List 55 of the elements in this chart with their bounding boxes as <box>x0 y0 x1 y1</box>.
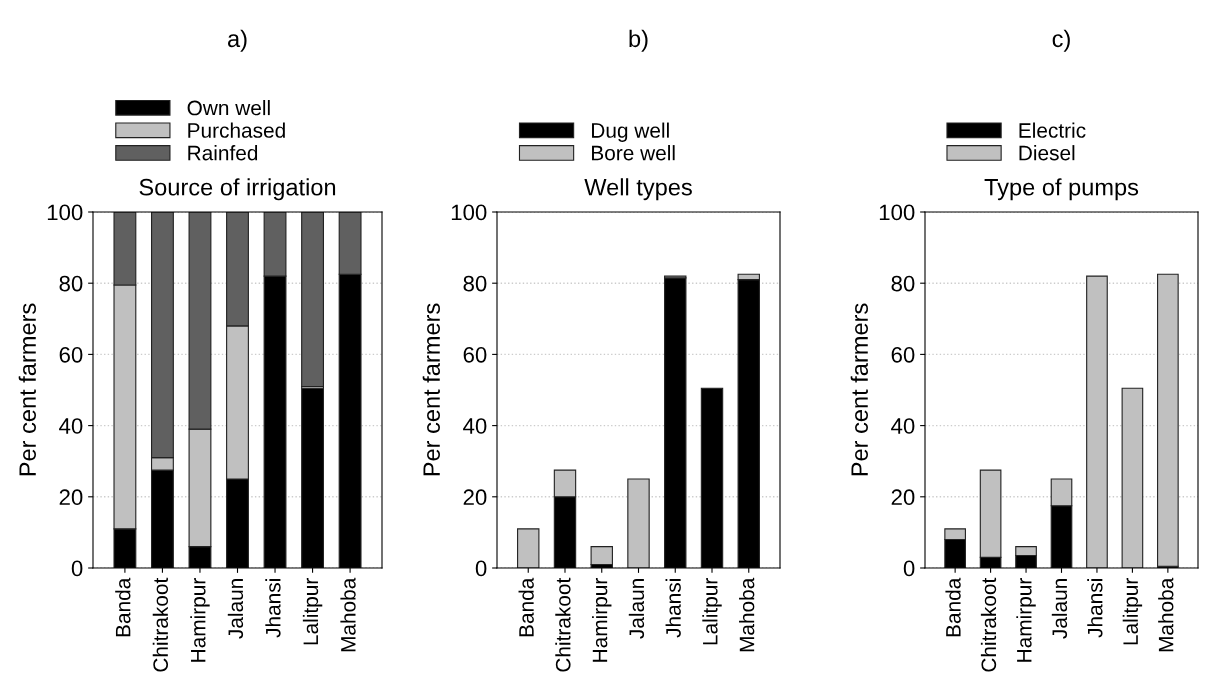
y-tick-label: 60 <box>59 346 83 363</box>
x-tick-label: Mahoba <box>1158 577 1174 652</box>
y-tick-label: 40 <box>891 418 915 434</box>
x-tick-label: Banda <box>518 577 534 637</box>
y-tick-label: 80 <box>59 275 83 292</box>
chart-title: Well types <box>584 178 692 201</box>
text: b) <box>629 29 648 52</box>
y-tick-label: 80 <box>891 275 915 292</box>
x-tick-label: Chitrakoot <box>152 577 169 672</box>
x-tick-label: Mahoba <box>739 577 755 652</box>
y-tick-label: 100 <box>451 204 487 221</box>
y-tick-label: 20 <box>59 489 83 506</box>
y-tick-label: 80 <box>463 275 487 292</box>
legend-label: Electric <box>1019 122 1086 138</box>
legend-label: Own well <box>187 99 270 116</box>
x-tick-label: Mahoba <box>340 577 356 652</box>
legend-label: Diesel <box>1019 145 1075 161</box>
y-tick-label: 100 <box>47 204 83 221</box>
x-tick-label: Hamirpur <box>592 578 612 662</box>
x-tick-label: Banda <box>945 577 961 637</box>
x-tick-label: Jhansi <box>1087 579 1103 638</box>
y-tick-label: 60 <box>891 346 915 363</box>
text: a) <box>228 29 247 52</box>
x-tick-label: Jhansi <box>265 579 281 638</box>
y-axis-title: Per cent farmers <box>18 303 36 476</box>
x-tick-label: Hamirpur <box>190 578 210 662</box>
chart-title: Type of pumps <box>984 178 1139 201</box>
y-tick-label: 0 <box>71 560 83 577</box>
x-tick-label: Jalaun <box>1051 579 1068 639</box>
x-tick-label: Chitrakoot <box>980 577 997 672</box>
x-tick-label: Banda <box>115 577 131 637</box>
text: c) <box>1052 29 1070 52</box>
x-tick-label: Jhansi <box>665 579 681 638</box>
x-tick-label: Lalitpur <box>302 578 323 645</box>
x-tick-label: Lalitpur <box>1122 578 1143 645</box>
x-tick-label: Lalitpur <box>702 578 722 645</box>
y-tick-label: 60 <box>463 346 487 363</box>
y-tick-label: 20 <box>463 489 487 506</box>
legend-label: Dug well <box>592 122 669 142</box>
y-tick-label: 40 <box>59 418 83 434</box>
y-tick-label: 0 <box>475 560 487 577</box>
legend-label: Bore well <box>592 145 675 161</box>
legend-label: Rainfed <box>188 145 258 161</box>
y-tick-label: 40 <box>463 418 487 434</box>
y-axis-title: Per cent farmers <box>422 303 440 476</box>
y-tick-label: 20 <box>891 489 915 506</box>
legend-label: Purchased <box>188 122 285 138</box>
y-tick-label: 100 <box>879 204 915 221</box>
x-tick-label: Hamirpur <box>1016 578 1036 662</box>
y-axis-title: Per cent farmers <box>850 303 868 476</box>
x-tick-label: Jalaun <box>628 579 645 639</box>
chart-title: Source of irrigation <box>139 178 336 201</box>
x-tick-label: Chitrakoot <box>555 577 571 672</box>
y-tick-label: 0 <box>903 560 915 577</box>
x-tick-label: Jalaun <box>227 579 244 639</box>
